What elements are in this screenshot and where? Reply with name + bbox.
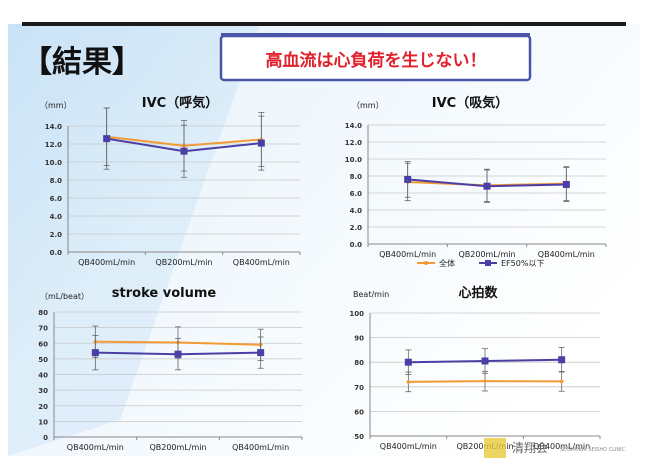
y-tick-label: 100 [349, 310, 364, 318]
x-tick-label: QB200mL/min [458, 250, 515, 259]
y-tick-label: 6.0 [50, 195, 63, 203]
y-tick-label: 14.0 [45, 123, 62, 131]
chart-title: IVC（吸気） [432, 95, 508, 111]
y-tick-label: 80 [38, 309, 48, 317]
x-tick-label: QB400mL/min [233, 258, 290, 267]
data-point [91, 349, 99, 357]
y-tick-label: 10.0 [45, 159, 62, 167]
y-tick-label: 80 [354, 359, 364, 367]
y-tick-label: 10.0 [345, 156, 362, 164]
y-tick-label: 0.0 [50, 249, 63, 257]
x-tick-label: QB400mL/min [379, 250, 436, 259]
y-axis-unit-label: （mm） [40, 101, 72, 110]
chart-ivc-expiration: IVC（呼気） （mm） 0.0 2.0 4.0 6.0 8.0 10.0 12.0 14.0 QB… [40, 95, 301, 267]
y-tick-label: 10 [38, 418, 48, 426]
chart-legend: 全体 EF50%以下 [417, 258, 544, 268]
x-tick-label: QB400mL/min [78, 258, 135, 267]
legend-marker [485, 260, 491, 266]
data-point [103, 135, 111, 143]
x-tick-label: QB400mL/min [533, 442, 590, 451]
y-tick-label: 20 [38, 403, 48, 411]
data-point [257, 139, 265, 147]
y-tick-label: 2.0 [50, 231, 63, 239]
y-tick-label: 0.0 [350, 241, 363, 249]
slide-gradient [8, 24, 640, 456]
y-tick-label: 12.0 [45, 141, 62, 149]
chart-stroke-volume: stroke volume （mL/beat） 0 10 20 30 40 50 60 70 80 Q… [38, 286, 303, 452]
footer-logo: 清翔会 SEISHOKAI SEISHO CLINIC [484, 438, 626, 458]
y-tick-label: 40 [38, 372, 48, 380]
legend-label: 全体 [439, 258, 455, 268]
legend-marker [424, 261, 428, 265]
y-tick-label: 12.0 [345, 139, 362, 147]
y-tick-label: 14.0 [345, 122, 362, 130]
y-tick-label: 8.0 [350, 173, 363, 181]
data-point [174, 350, 182, 358]
x-tick-label: QB200mL/min [149, 443, 206, 452]
data-point [404, 175, 412, 183]
y-tick-label: 30 [38, 387, 48, 395]
data-point [559, 379, 564, 384]
x-tick-label: QB400mL/min [380, 442, 437, 451]
data-point [404, 358, 412, 366]
data-point [257, 349, 265, 357]
y-tick-label: 4.0 [350, 207, 363, 215]
series-purple [404, 161, 570, 203]
logo-text: 清翔会 [512, 441, 548, 455]
slide-title: 【結果】 [22, 45, 142, 80]
x-tick-label: QB200mL/min [155, 258, 212, 267]
chart-title: 心拍数 [458, 285, 498, 301]
x-tick-label: QB400mL/min [232, 443, 289, 452]
legend-label: EF50%以下 [501, 259, 544, 268]
logo-mark [484, 438, 506, 458]
series-purple [103, 107, 265, 178]
callout-text: 高血流は心負荷を生じない！ [266, 50, 487, 71]
logo-subtext: SEISHOKAI SEISHO CLINIC [560, 447, 626, 453]
y-tick-label: 90 [354, 335, 364, 343]
data-point [558, 356, 566, 364]
chart-ivc-inspiration: IVC（吸気） （mm） 0.0 2.0 4.0 6.0 8.0 10.0 12.0 14.0 QB… [345, 95, 607, 268]
y-tick-label: 8.0 [50, 177, 63, 185]
slide-top-bar [22, 22, 626, 26]
y-tick-label: 2.0 [350, 224, 363, 232]
y-tick-label: 0 [43, 434, 48, 442]
decorative-swoosh [8, 24, 260, 456]
chart-title: stroke volume [112, 286, 217, 301]
y-axis-unit-label: Beat/min [353, 290, 389, 299]
y-tick-label: 50 [38, 356, 48, 364]
x-tick-label: QB400mL/min [538, 250, 595, 259]
y-tick-label: 70 [38, 325, 48, 333]
y-tick-label: 50 [354, 433, 364, 441]
series-purple [91, 335, 265, 371]
data-point [562, 181, 570, 188]
y-tick-label: 4.0 [50, 213, 63, 221]
y-tick-label: 70 [354, 384, 364, 392]
y-axis-unit-label: （mm） [352, 101, 384, 110]
series-purple [404, 347, 566, 375]
y-tick-label: 6.0 [350, 190, 363, 198]
y-tick-label: 60 [38, 340, 48, 348]
x-tick-label: QB400mL/min [67, 443, 124, 452]
data-point [180, 147, 188, 155]
y-tick-label: 60 [354, 408, 364, 416]
data-point [481, 357, 489, 365]
data-point [483, 182, 491, 190]
callout-box-shadow-top [221, 33, 530, 36]
data-point [483, 379, 487, 383]
data-point [406, 380, 411, 384]
y-axis-unit-label: （mL/beat） [40, 292, 89, 301]
chart-title: IVC（呼気） [142, 95, 218, 111]
